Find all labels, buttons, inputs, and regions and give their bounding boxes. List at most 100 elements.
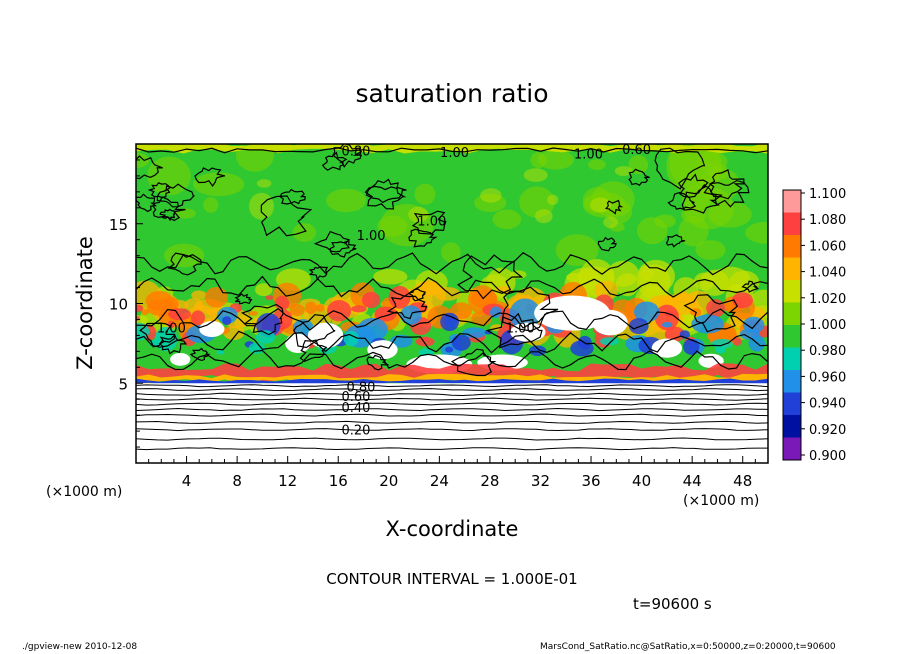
field-blob: [651, 338, 683, 358]
z-tick-label: 5: [118, 375, 128, 393]
contour-line: [240, 303, 284, 336]
colorbar-label: 0.960: [809, 370, 846, 385]
field-blob: [222, 316, 232, 325]
field-blob: [695, 240, 726, 260]
contour-line: [366, 354, 390, 371]
field-blob: [415, 337, 435, 347]
contour-line: [386, 295, 428, 320]
field-blob: [649, 294, 679, 309]
contour-line: [158, 333, 188, 355]
contour-label: 0.80: [341, 144, 370, 159]
field-blob: [711, 338, 733, 349]
field-blob: [530, 151, 547, 169]
field-blob: [681, 185, 712, 210]
field-blob: [167, 320, 175, 329]
contour-line: [703, 179, 750, 208]
contour-line: [409, 288, 427, 302]
contour-labels: 0.80 1.00 1.00 0.601.001.001.00 1.000.800.60…: [157, 143, 651, 439]
x-tick-label: 4: [182, 472, 192, 490]
contour-line: [136, 193, 158, 213]
colorbar-swatch: [783, 212, 801, 236]
field-blob: [191, 290, 207, 301]
x-tick-label: 48: [733, 472, 752, 490]
colorbar-label: 0.940: [809, 397, 846, 412]
contour-line: [136, 447, 768, 451]
contour-line: [654, 147, 706, 190]
colorbar-swatch: [783, 280, 801, 303]
contour-line: [136, 384, 768, 388]
field-blob: [305, 301, 317, 315]
contour-label: 1.00: [440, 146, 469, 161]
contour-line: [147, 182, 172, 199]
contour-line: [681, 184, 723, 214]
saturation-field: [136, 144, 768, 463]
field-blob: [693, 272, 715, 291]
colorbar-label: 1.000: [809, 318, 846, 333]
colorbar-label: 1.080: [809, 213, 846, 228]
footer-right: MarsCond_SatRatio.nc@SatRatio,x=0:50000,…: [540, 642, 836, 652]
field-blob: [170, 352, 191, 366]
contour-label: 0.60: [341, 390, 370, 405]
x-unit-right: (×1000 m): [683, 493, 759, 509]
colorbar: 1.100 1.080 1.060 1.040 1.020 1.000 0.980 0.960…: [782, 187, 846, 464]
contour-line: [152, 196, 186, 222]
field-blob: [537, 150, 574, 170]
contour-line: [136, 330, 768, 354]
field-blob: [678, 216, 709, 247]
contour-label: 0.40: [341, 401, 370, 416]
contour-label: 1.00: [574, 148, 603, 163]
field-blob: [588, 159, 606, 171]
field-blob: [654, 304, 680, 331]
colorbar-label: 1.040: [809, 266, 846, 281]
colorbar-swatch: [783, 190, 801, 213]
field-blob: [534, 295, 610, 331]
colorbar-label: 0.980: [809, 344, 846, 359]
field-blob: [683, 338, 700, 355]
field-blob: [628, 155, 649, 175]
field-blob: [145, 290, 174, 311]
field-blob: [592, 309, 628, 336]
field-blob: [547, 194, 559, 205]
field-blob: [474, 193, 507, 212]
x-tick-label: 24: [430, 472, 449, 490]
x-tick-label: 28: [480, 472, 499, 490]
field-blob: [445, 346, 454, 353]
x-tick-label: 20: [379, 472, 398, 490]
field-blob: [664, 326, 686, 342]
z-tick-label: 15: [109, 216, 128, 234]
colorbar-swatch: [783, 392, 801, 416]
contour-line: [678, 173, 709, 198]
contour-line: [234, 293, 253, 305]
field-blob: [136, 304, 144, 313]
field-blob: [606, 200, 633, 224]
contour-line: [308, 266, 329, 281]
contour-line: [136, 252, 768, 276]
contour-line: [292, 314, 336, 349]
colorbar-swatch: [783, 437, 801, 461]
contour-line: [136, 397, 768, 401]
contour-line: [136, 147, 768, 154]
colorbar-swatch: [783, 415, 801, 438]
contour-line: [683, 294, 739, 333]
field-blob: [326, 188, 367, 213]
field-blob: [343, 331, 359, 347]
contour-line: [279, 188, 306, 205]
contour-label: 1.00: [157, 321, 186, 336]
contour-line: [136, 155, 163, 180]
contour-line: [136, 413, 768, 417]
contour-line: [136, 392, 768, 397]
contour-line: [136, 420, 768, 424]
colorbar-label: 0.900: [809, 449, 846, 464]
contour-line: [457, 254, 524, 300]
field-blob: [710, 266, 751, 291]
contour-line: [708, 169, 745, 200]
contour-line: [313, 230, 351, 253]
colorbar-label: 0.920: [809, 423, 846, 438]
colorbar-swatch: [783, 302, 801, 326]
time-label: t=90600 s: [633, 595, 712, 613]
colorbar-swatch: [783, 235, 801, 258]
field-blob: [307, 322, 344, 349]
footer-left: ./gpview-new 2010-12-08: [22, 642, 138, 652]
field-blob: [248, 311, 258, 316]
contour-line: [665, 234, 686, 248]
